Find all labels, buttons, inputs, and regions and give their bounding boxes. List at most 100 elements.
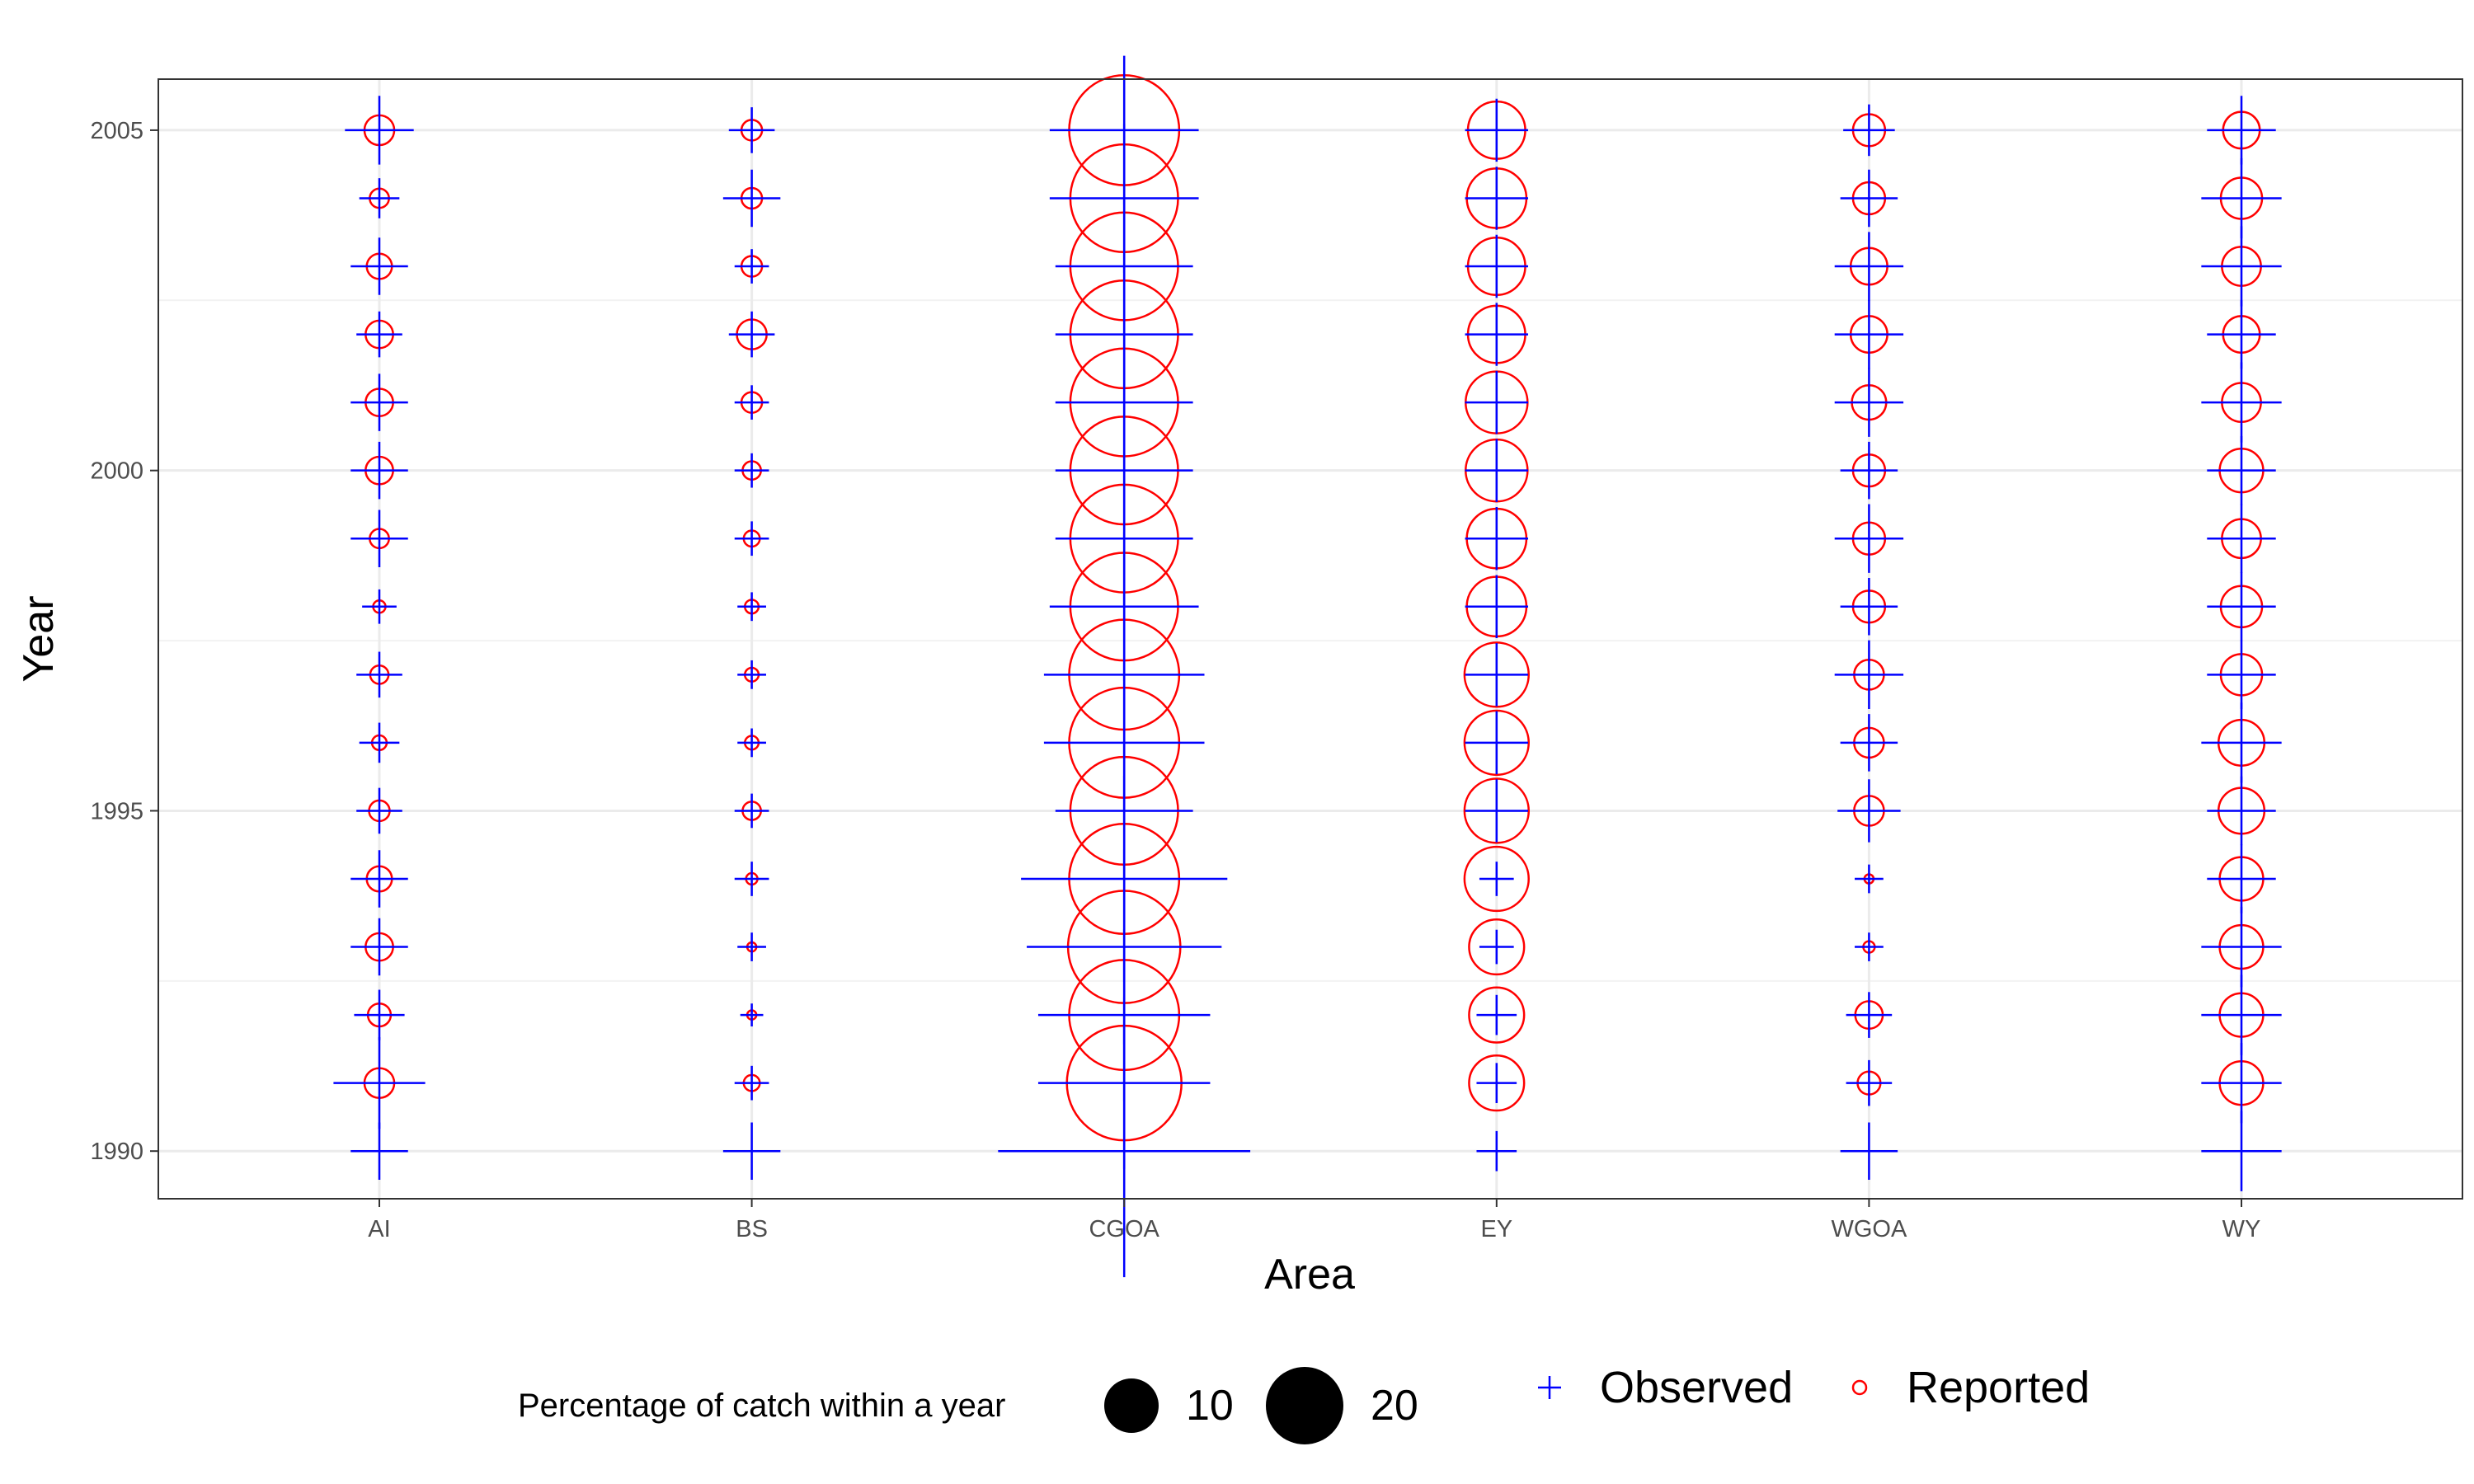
observed-point: [350, 510, 408, 567]
observed-point: [1465, 167, 1529, 230]
observed-point: [350, 850, 408, 908]
observed-point: [737, 660, 766, 689]
observed-point: [1465, 507, 1529, 571]
observed-point: [1465, 303, 1529, 366]
observed-point: [1465, 234, 1529, 298]
observed-point: [1840, 441, 1898, 500]
observed-point: [2201, 362, 2282, 443]
observed-point: [1465, 439, 1529, 502]
observed-point: [1840, 578, 1898, 636]
size-legend-label-20: 20: [1371, 1382, 1418, 1430]
observed-point: [354, 989, 405, 1040]
x-axis-title: Area: [1264, 1251, 1355, 1298]
observed-point: [2201, 1043, 2282, 1124]
observed-point: [722, 169, 781, 228]
reported-point: [1463, 777, 1530, 844]
observed-point: [359, 178, 400, 218]
observed-point: [2207, 572, 2276, 641]
observed-point: [734, 521, 769, 556]
observed-point: [1834, 368, 1904, 437]
observed-point: [1479, 862, 1514, 896]
observed-legend-label: Observed: [1600, 1363, 1793, 1412]
reported-point: [1463, 641, 1530, 708]
observed-point: [734, 453, 769, 488]
observed-point: [734, 793, 769, 829]
observed-point: [1837, 779, 1901, 843]
x-tick-label: BS: [736, 1216, 768, 1242]
observed-point: [734, 1065, 769, 1101]
observed-point: [734, 862, 769, 896]
observed-point: [728, 311, 775, 358]
observed-point: [1465, 575, 1529, 639]
observed-point: [1465, 643, 1529, 707]
observed-point: [2201, 906, 2282, 988]
observed-point: [1465, 711, 1529, 775]
observed-point: [2207, 299, 2276, 369]
observed-point: [2201, 974, 2282, 1055]
observed-point: [1479, 929, 1514, 965]
size-legend-title: Percentage of catch within a year: [518, 1388, 1005, 1424]
reported-point: [1463, 709, 1530, 777]
observed-point: [350, 237, 408, 295]
observed-point: [350, 441, 408, 500]
x-tick-label: WGOA: [1831, 1216, 1907, 1242]
observed-point: [356, 311, 402, 358]
observed-point: [1465, 98, 1529, 162]
y-axis-title: Year: [15, 595, 63, 682]
observed-point: [2207, 435, 2276, 505]
legend: Percentage of catch within a year 10 20 …: [518, 1363, 2090, 1444]
observed-point: [1843, 104, 1895, 157]
reported-point: [1463, 845, 1530, 913]
observed-point: [1049, 55, 1199, 205]
observed-point: [1465, 370, 1529, 434]
observed-point: [333, 1037, 426, 1129]
observed-point: [1846, 1059, 1893, 1106]
observed-point: [2207, 504, 2276, 573]
observed-point: [1840, 714, 1898, 772]
observed-legend-key: [1538, 1376, 1561, 1399]
observed-point: [734, 249, 769, 284]
observed-point: [722, 1122, 781, 1180]
reported-point: [1468, 986, 1526, 1044]
plot-marks: [333, 55, 2282, 1278]
observed-point: [734, 385, 769, 420]
observed-point: [737, 932, 766, 961]
reported-legend-key: [1851, 1379, 1868, 1396]
size-legend-label-10: 10: [1186, 1382, 1234, 1430]
reported-legend-label: Reported: [1907, 1363, 2090, 1412]
observed-point: [737, 728, 766, 758]
y-tick-label: 1995: [90, 798, 143, 824]
observed-point: [1465, 779, 1529, 843]
observed-point: [1476, 994, 1517, 1036]
observed-point: [2207, 640, 2276, 710]
observed-point: [2201, 157, 2282, 239]
observed-point: [1855, 932, 1884, 961]
observed-point: [2207, 776, 2276, 846]
size-legend-key-20: [1266, 1367, 1343, 1444]
x-tick-label: CGOA: [1089, 1216, 1159, 1242]
observed-point: [2201, 226, 2282, 307]
observed-point: [2207, 844, 2276, 913]
x-tick-label: EY: [1480, 1216, 1512, 1242]
observed-point: [350, 918, 408, 976]
observed-point: [362, 589, 397, 624]
y-tick-label: 2005: [90, 118, 143, 144]
y-tick-label: 2000: [90, 458, 143, 485]
x-tick-label: WY: [2222, 1216, 2261, 1242]
x-tick-label: AI: [368, 1216, 390, 1242]
observed-point: [740, 1003, 764, 1027]
observed-point: [345, 96, 414, 165]
observed-point: [2207, 96, 2276, 165]
observed-point: [1834, 299, 1904, 369]
observed-point: [356, 787, 402, 834]
observed-point: [359, 722, 400, 763]
observed-point: [2201, 1111, 2282, 1191]
observed-point: [1840, 169, 1898, 228]
observed-point: [1834, 232, 1904, 301]
observed-point: [1846, 992, 1893, 1038]
observed-point: [350, 373, 408, 431]
size-legend-key-10: [1104, 1378, 1159, 1433]
reported-point: [1468, 918, 1526, 976]
